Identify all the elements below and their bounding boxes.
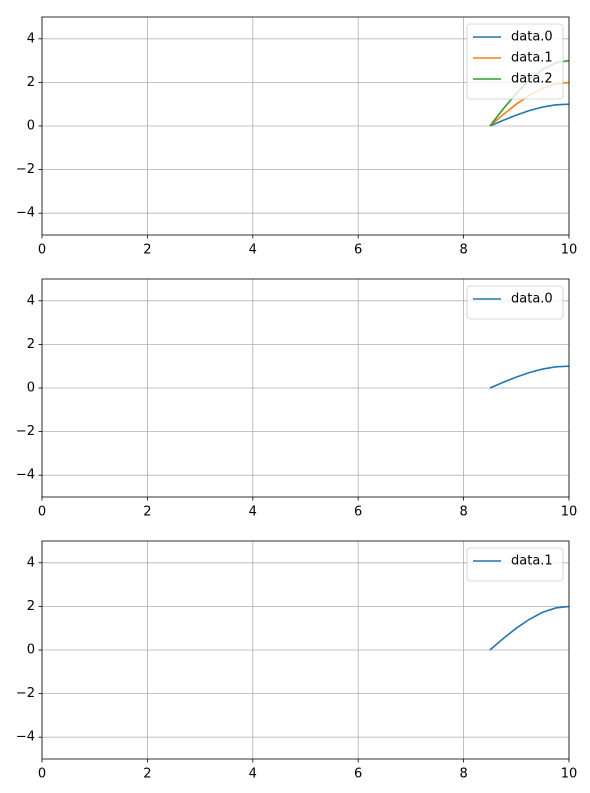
y-tick-label: 4 [27, 555, 35, 570]
x-tick-label: 8 [459, 243, 467, 258]
legend-box [466, 285, 564, 320]
y-tick-label: −4 [16, 468, 35, 483]
legend-label: data.2 [511, 72, 553, 87]
x-tick-label: 2 [143, 767, 151, 782]
legend-box [466, 547, 564, 582]
legend: data.0 data.1 data.2 [466, 23, 564, 100]
y-tick-label: −4 [16, 730, 35, 745]
y-tick-label: 0 [27, 119, 35, 134]
legend: data.0 [466, 285, 564, 320]
x-tick-label: 4 [249, 505, 257, 520]
data-line [489, 103, 569, 127]
y-tick-label: 2 [27, 599, 35, 614]
legend-box [466, 23, 564, 100]
x-tick-label: 10 [561, 767, 578, 782]
y-tick-label: −2 [16, 686, 35, 701]
data-line [489, 605, 569, 651]
legend-label: data.0 [511, 30, 553, 45]
x-tick-label: 4 [249, 243, 257, 258]
legend-label: data.1 [511, 51, 553, 66]
data-line [489, 365, 569, 389]
y-tick-label: 2 [27, 337, 35, 352]
legend: data.1 [466, 547, 564, 582]
subplot: 0 2 4 6 8 10 −4 −2 0 2 4 data.1 [16, 540, 578, 782]
x-tick-label: 8 [459, 767, 467, 782]
y-tick-label: −2 [16, 162, 35, 177]
y-tick-label: 0 [27, 643, 35, 658]
x-tick-label: 0 [38, 243, 46, 258]
subplot: 0 2 4 6 8 10 −4 −2 0 2 4 data.0 data.1 data.2 [16, 16, 578, 258]
y-tick-label: 2 [27, 75, 35, 90]
x-tick-label: 2 [143, 505, 151, 520]
axes-frame [41, 540, 570, 760]
x-tick-label: 10 [561, 505, 578, 520]
y-tick-label: 0 [27, 381, 35, 396]
subplot: 0 2 4 6 8 10 −4 −2 0 2 4 data.0 [16, 278, 578, 520]
x-tick-label: 10 [561, 243, 578, 258]
axes-frame [41, 16, 570, 236]
x-tick-label: 0 [38, 767, 46, 782]
y-tick-label: 4 [27, 31, 35, 46]
legend-label: data.0 [511, 292, 553, 307]
x-tick-label: 6 [354, 243, 362, 258]
x-tick-label: 4 [249, 767, 257, 782]
x-tick-label: 2 [143, 243, 151, 258]
x-tick-label: 0 [38, 505, 46, 520]
y-tick-label: −4 [16, 206, 35, 221]
x-tick-label: 8 [459, 505, 467, 520]
legend-label: data.1 [511, 554, 553, 569]
y-tick-label: −2 [16, 424, 35, 439]
x-tick-label: 6 [354, 767, 362, 782]
y-tick-label: 4 [27, 293, 35, 308]
x-tick-label: 6 [354, 505, 362, 520]
axes-frame [41, 278, 570, 498]
